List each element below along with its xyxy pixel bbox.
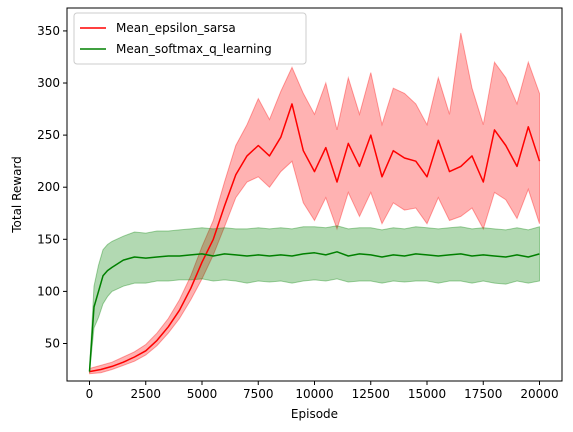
x-tick-label: 10000 — [295, 387, 333, 401]
legend-label-softmax-q-learning: Mean_softmax_q_learning — [116, 42, 272, 56]
x-axis-label: Episode — [291, 407, 338, 421]
legend-label-epsilon-sarsa: Mean_epsilon_sarsa — [116, 21, 236, 35]
x-tick-label: 0 — [86, 387, 94, 401]
x-tick-label: 12500 — [352, 387, 390, 401]
x-tick-label: 15000 — [408, 387, 446, 401]
x-axis-ticks: 0 2500 5000 7500 10000 12500 15000 17500 20000 — [86, 381, 559, 401]
y-axis-ticks: 50 100 150 200 250 300 350 — [37, 24, 67, 350]
y-tick-label: 350 — [37, 24, 60, 38]
y-tick-label: 50 — [45, 336, 60, 350]
x-tick-label: 5000 — [187, 387, 218, 401]
y-tick-label: 200 — [37, 180, 60, 194]
legend-box — [73, 12, 307, 65]
y-tick-label: 100 — [37, 284, 60, 298]
x-tick-label: 7500 — [243, 387, 274, 401]
series-lines — [88, 103, 541, 373]
y-tick-label: 150 — [37, 232, 60, 246]
x-tick-label: 20000 — [520, 387, 558, 401]
y-axis-label: Total Reward — [10, 156, 24, 234]
x-tick-label: 2500 — [130, 387, 161, 401]
band-mean-epsilon-sarsa — [89, 32, 540, 375]
series-line-mean-epsilon-sarsa — [89, 103, 541, 373]
series-line-mean-softmax-q-learning — [88, 251, 540, 372]
x-tick-label: 17500 — [464, 387, 502, 401]
y-tick-label: 250 — [37, 128, 60, 142]
legend: Mean_epsilon_sarsa Mean_softmax_q_learni… — [73, 12, 307, 65]
y-tick-label: 300 — [37, 76, 60, 90]
